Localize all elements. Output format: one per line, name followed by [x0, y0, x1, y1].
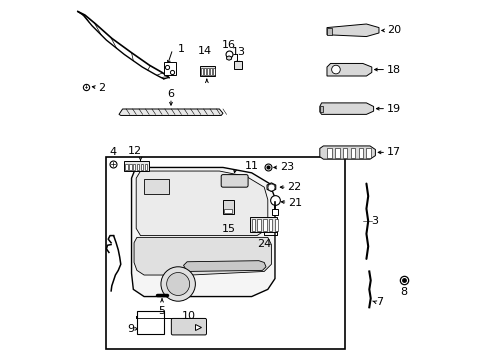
- Text: 4: 4: [109, 147, 116, 157]
- Text: 17: 17: [386, 147, 401, 157]
- Text: 14: 14: [198, 46, 212, 56]
- Text: 8: 8: [399, 287, 407, 297]
- Polygon shape: [319, 103, 373, 114]
- Bar: [212, 68, 214, 75]
- Bar: [137, 163, 139, 170]
- Text: 1: 1: [178, 44, 185, 54]
- Bar: [123, 161, 148, 171]
- Text: 6: 6: [167, 89, 174, 99]
- Text: 18: 18: [386, 64, 401, 75]
- FancyBboxPatch shape: [171, 319, 206, 335]
- Bar: [207, 68, 208, 75]
- Bar: [163, 62, 176, 75]
- Text: 5: 5: [158, 306, 165, 316]
- Bar: [201, 68, 203, 75]
- Text: 20: 20: [386, 26, 401, 35]
- Bar: [129, 163, 131, 170]
- Bar: [199, 66, 214, 76]
- Bar: [144, 163, 147, 170]
- Circle shape: [331, 65, 340, 74]
- Bar: [334, 148, 339, 158]
- Bar: [326, 28, 332, 35]
- Polygon shape: [326, 24, 378, 37]
- Text: 9: 9: [127, 324, 134, 334]
- Polygon shape: [134, 237, 271, 275]
- Text: 3: 3: [370, 216, 377, 226]
- Circle shape: [166, 273, 189, 296]
- Text: 2: 2: [98, 83, 105, 93]
- Bar: [224, 209, 232, 213]
- Bar: [249, 217, 276, 232]
- Text: 22: 22: [287, 182, 301, 192]
- Polygon shape: [183, 261, 265, 271]
- Bar: [263, 219, 266, 231]
- Bar: [210, 68, 211, 75]
- Text: 11: 11: [244, 161, 258, 171]
- Text: 10: 10: [182, 311, 196, 320]
- Bar: [319, 107, 323, 112]
- Bar: [137, 311, 163, 334]
- Text: 21: 21: [287, 198, 302, 208]
- Text: 19: 19: [386, 104, 401, 114]
- FancyBboxPatch shape: [221, 175, 247, 187]
- Bar: [223, 201, 233, 214]
- Bar: [251, 219, 255, 231]
- Text: 23: 23: [279, 162, 293, 172]
- Bar: [257, 219, 261, 231]
- Bar: [141, 163, 143, 170]
- Bar: [233, 61, 241, 69]
- Bar: [366, 148, 370, 158]
- Bar: [268, 219, 272, 231]
- Text: 15: 15: [221, 224, 235, 234]
- Polygon shape: [326, 63, 371, 76]
- Text: 24: 24: [257, 239, 271, 249]
- Bar: [274, 219, 278, 231]
- Text: 12: 12: [128, 145, 142, 156]
- Circle shape: [161, 267, 195, 301]
- Bar: [350, 148, 355, 158]
- Text: 7: 7: [375, 297, 383, 307]
- Polygon shape: [136, 171, 267, 235]
- Bar: [204, 68, 206, 75]
- Bar: [326, 148, 331, 158]
- Polygon shape: [319, 146, 375, 159]
- Polygon shape: [119, 109, 223, 116]
- Polygon shape: [266, 183, 275, 192]
- Text: 13: 13: [231, 46, 245, 57]
- Bar: [144, 179, 169, 194]
- Bar: [133, 163, 135, 170]
- Bar: [125, 163, 127, 170]
- Text: 16: 16: [222, 40, 236, 50]
- Polygon shape: [226, 56, 231, 60]
- Bar: [106, 157, 344, 348]
- Bar: [358, 148, 363, 158]
- Bar: [342, 148, 346, 158]
- Polygon shape: [131, 167, 274, 297]
